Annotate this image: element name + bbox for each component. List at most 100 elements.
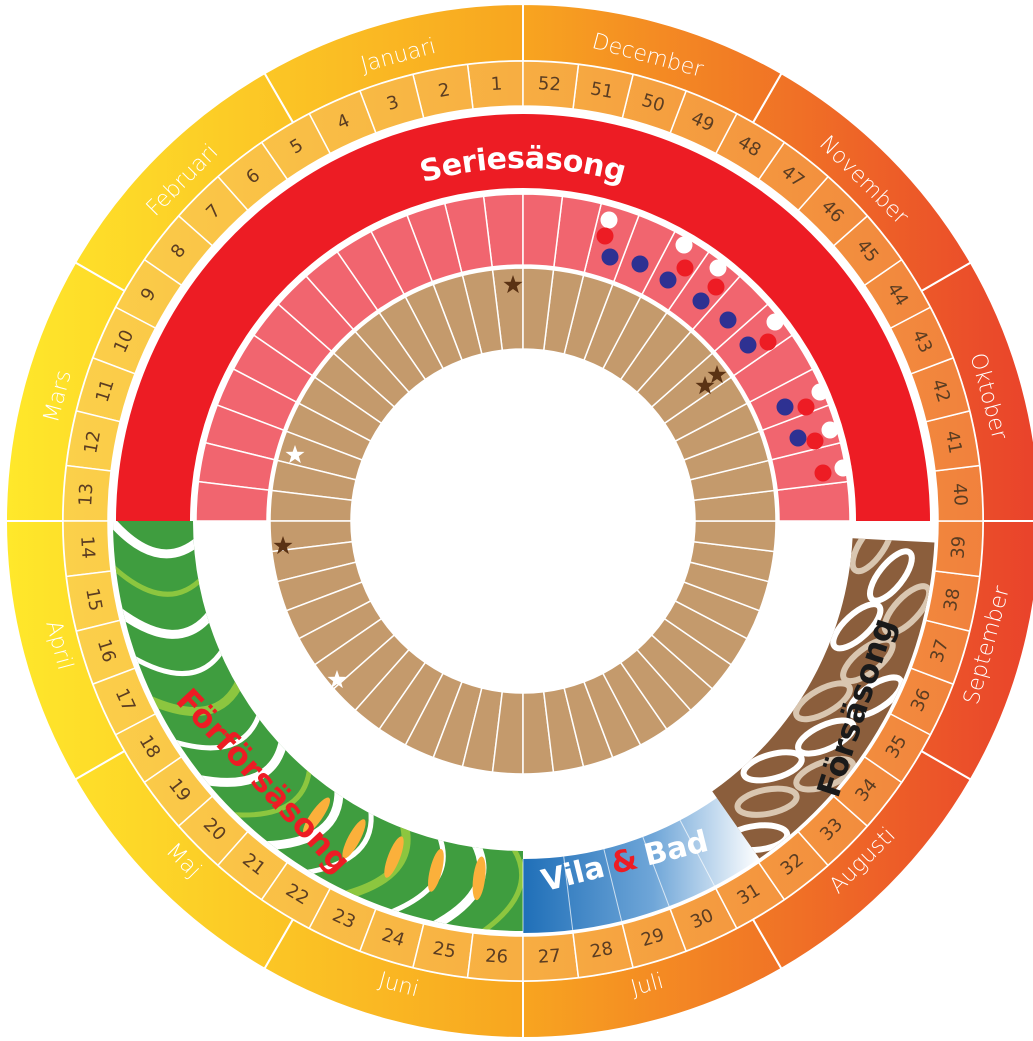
week-sector — [114, 712, 183, 784]
week-sector — [177, 795, 249, 867]
brown-cell — [663, 599, 749, 666]
brown-cell — [313, 352, 396, 425]
pink-cell — [277, 275, 355, 353]
brown-cell — [601, 661, 668, 747]
brown-cell — [271, 459, 357, 502]
brown-cell — [650, 352, 733, 425]
week-sector — [669, 887, 738, 953]
brown-cell — [297, 599, 383, 666]
week-label: 27 — [537, 946, 561, 968]
week-sector — [412, 923, 474, 979]
brown-cell — [332, 633, 411, 712]
brown-cell — [461, 269, 504, 355]
brown-cell — [650, 617, 733, 690]
week-sector — [65, 410, 121, 472]
brown-cell — [432, 274, 483, 362]
week-sector — [143, 755, 214, 828]
pink-cell — [612, 214, 676, 296]
week-sector — [714, 861, 786, 930]
week-sector — [572, 923, 634, 979]
bark-swirl — [793, 756, 857, 793]
brown-cell — [378, 295, 445, 381]
brown-cell — [682, 430, 770, 481]
week-sector — [358, 73, 425, 134]
brown-cell — [271, 540, 357, 583]
rest-divider — [603, 849, 623, 922]
brown-cell — [297, 376, 383, 443]
brown-cell — [635, 633, 714, 712]
bark-swirl — [846, 674, 905, 720]
leaf-stroke — [197, 739, 288, 787]
pink-cell — [336, 230, 406, 312]
brown-cell — [404, 283, 463, 370]
week-label: 1 — [490, 73, 503, 95]
brown-cell — [563, 274, 614, 362]
brown-cell — [619, 648, 692, 731]
week-sector — [714, 112, 786, 181]
brown-cell — [583, 672, 642, 759]
bark-swirl — [881, 583, 933, 637]
week-label: 39 — [948, 535, 970, 559]
week-sector — [889, 306, 955, 375]
pink-cell — [553, 195, 603, 274]
week-sector — [863, 712, 932, 784]
brown-cell — [354, 648, 427, 731]
leaf-stroke — [229, 766, 313, 818]
bark-swirl — [867, 548, 915, 604]
pink-cell — [197, 441, 276, 491]
week-sector — [889, 667, 955, 736]
leaf-accent — [428, 848, 444, 892]
brown-cell — [491, 690, 524, 775]
week-sector — [91, 306, 157, 375]
week-sector — [863, 258, 932, 330]
week-sector — [91, 667, 157, 736]
brown-cell — [619, 311, 692, 394]
week-label: 14 — [76, 535, 98, 559]
brown-cell — [542, 687, 585, 773]
week-sector — [143, 214, 214, 287]
match-dot — [600, 211, 618, 229]
pink-cell — [522, 193, 564, 268]
match-dot — [789, 429, 807, 447]
brown-cell — [692, 520, 777, 553]
match-dot — [709, 259, 727, 277]
brown-cell — [674, 581, 761, 640]
week-sector — [832, 214, 903, 287]
match-dot — [692, 292, 710, 310]
week-label: 41 — [941, 429, 966, 455]
pink-cell — [204, 404, 285, 461]
week-sector — [832, 755, 903, 828]
match-dot — [601, 248, 619, 266]
leaf-stroke — [264, 788, 344, 851]
week-sector — [621, 908, 688, 969]
brown-cell — [663, 376, 749, 443]
week-sector — [260, 861, 332, 930]
bark-swirl — [734, 785, 800, 818]
leaf-accent — [472, 856, 486, 901]
week-label: 2 — [437, 79, 452, 102]
week-sector — [216, 141, 289, 212]
week-label: 26 — [485, 946, 509, 968]
leaf-stroke — [343, 822, 411, 900]
brown-cell — [563, 680, 614, 768]
week-sector — [260, 112, 332, 181]
leaf-stroke — [146, 679, 245, 717]
week-sector — [572, 63, 634, 119]
pink-cell — [443, 195, 493, 274]
brown-cell — [432, 680, 483, 768]
brown-cell — [674, 402, 761, 461]
week-sector — [934, 464, 984, 522]
week-sector — [62, 464, 112, 522]
bark-swirl — [795, 717, 857, 757]
rest-divider — [679, 820, 715, 887]
week-sector — [216, 830, 289, 901]
match-dot — [719, 311, 737, 329]
leaf-stroke — [113, 562, 205, 597]
week-sector — [62, 520, 112, 578]
week-sector — [75, 619, 136, 686]
week-label: 12 — [80, 429, 105, 455]
pink-cell — [583, 202, 640, 283]
week-sector — [621, 73, 688, 134]
week-label: 52 — [537, 73, 561, 95]
